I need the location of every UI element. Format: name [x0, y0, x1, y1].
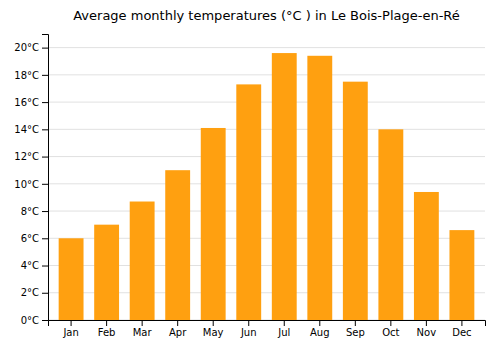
- y-tick-mark: [42, 293, 48, 294]
- bar: [59, 238, 84, 320]
- x-tick-mark: [284, 320, 285, 326]
- x-tick: Oct: [382, 320, 399, 338]
- y-tick-mark: [42, 129, 48, 130]
- y-tick: 4°C: [21, 260, 48, 271]
- x-tick-label: Feb: [98, 327, 116, 338]
- x-tick-mark: [461, 320, 462, 326]
- y-tick: 10°C: [14, 179, 48, 190]
- y-tick-mark: [42, 211, 48, 212]
- x-tick: Jan: [62, 320, 78, 338]
- y-tick: 0°C: [21, 315, 48, 326]
- y-tick: 14°C: [14, 124, 48, 135]
- bars: [59, 53, 475, 320]
- bar: [165, 170, 190, 320]
- x-axis: Jan Feb Mar Apr May Jun Jul Aug Sep Oct Nov Dec: [49, 320, 486, 338]
- y-tick-label: 0°C: [21, 315, 39, 326]
- x-tick-label: Apr: [169, 327, 187, 338]
- x-tick: Mar: [133, 320, 153, 338]
- plot: 0°C 2°C 4°C 6°C 8°C 10°C 12°C 14°C 16°C 18°C 20°C J…: [14, 35, 485, 339]
- x-tick-mark: [355, 320, 356, 326]
- x-tick-mark: [319, 320, 320, 326]
- y-axis-line: [42, 35, 49, 321]
- y-tick-label: 12°C: [14, 151, 39, 162]
- x-tick-label: Jan: [62, 327, 78, 338]
- y-tick: 16°C: [14, 97, 48, 108]
- x-tick-mark: [106, 320, 107, 326]
- x-tick-label: Sep: [346, 327, 365, 338]
- x-tick: Dec: [452, 320, 471, 338]
- grid-line: [48, 102, 485, 103]
- y-tick: 20°C: [14, 42, 48, 53]
- x-tick-label: Mar: [133, 327, 153, 338]
- x-tick-label: Dec: [452, 327, 471, 338]
- y-tick: 6°C: [21, 233, 48, 244]
- y-tick-label: 14°C: [14, 124, 39, 135]
- y-tick-mark: [42, 184, 48, 185]
- y-tick-label: 6°C: [21, 233, 39, 244]
- y-tick: 12°C: [14, 151, 48, 162]
- x-tick: May: [203, 320, 224, 338]
- bar: [130, 202, 155, 320]
- chart: 0°C 2°C 4°C 6°C 8°C 10°C 12°C 14°C 16°C 18°C 20°C J…: [0, 0, 500, 350]
- bar: [201, 128, 226, 320]
- x-tick-label: Jun: [240, 327, 257, 338]
- y-tick-mark: [42, 320, 48, 321]
- grid-line: [48, 74, 485, 75]
- x-tick: Nov: [417, 320, 437, 338]
- y-tick-mark: [42, 266, 48, 267]
- y-axis: 0°C 2°C 4°C 6°C 8°C 10°C 12°C 14°C 16°C 18°C 20°C: [14, 35, 48, 326]
- x-tick: Jun: [240, 320, 257, 338]
- x-tick-label: Nov: [417, 327, 437, 338]
- bar: [378, 129, 403, 320]
- x-tick-label: May: [203, 327, 224, 338]
- x-tick-mark: [71, 320, 72, 326]
- bar: [94, 225, 119, 320]
- x-tick-label: Aug: [310, 327, 330, 338]
- x-tick-mark: [177, 320, 178, 326]
- bar: [449, 230, 474, 320]
- y-tick-mark: [42, 238, 48, 239]
- y-tick-label: 16°C: [14, 97, 39, 108]
- bar: [343, 82, 368, 320]
- y-tick-label: 2°C: [21, 287, 39, 298]
- grid: [48, 48, 485, 320]
- bar: [307, 56, 332, 320]
- y-tick-label: 8°C: [21, 206, 39, 217]
- bar: [236, 84, 261, 320]
- y-tick: 8°C: [21, 206, 48, 217]
- y-tick-mark: [42, 75, 48, 76]
- x-tick: Sep: [346, 320, 365, 338]
- y-tick: 2°C: [21, 287, 48, 298]
- x-tick-mark: [426, 320, 427, 326]
- x-tick: Feb: [98, 320, 116, 338]
- x-tick: Apr: [169, 320, 187, 338]
- y-tick-mark: [42, 157, 48, 158]
- x-tick: Aug: [310, 320, 330, 338]
- grid-line: [48, 129, 485, 130]
- x-axis-line: [49, 321, 486, 327]
- x-tick-mark: [213, 320, 214, 326]
- title: Average monthly temperatures (°C ) in Le…: [73, 8, 460, 23]
- y-tick-label: 4°C: [21, 260, 39, 271]
- x-tick-mark: [142, 320, 143, 326]
- x-tick-label: Oct: [382, 327, 399, 338]
- x-tick: Jul: [277, 320, 290, 338]
- bar: [414, 192, 439, 320]
- bar: [272, 53, 297, 320]
- grid-line: [48, 156, 485, 157]
- x-tick-mark: [248, 320, 249, 326]
- y-tick-label: 10°C: [14, 179, 39, 190]
- y-tick-mark: [42, 48, 48, 49]
- grid-line: [48, 47, 485, 48]
- y-tick: 18°C: [14, 70, 48, 81]
- x-tick-label: Jul: [277, 327, 290, 338]
- y-tick-label: 20°C: [14, 42, 39, 53]
- y-tick-mark: [42, 102, 48, 103]
- x-tick-mark: [390, 320, 391, 326]
- grid-line: [48, 183, 485, 184]
- y-tick-label: 18°C: [14, 70, 39, 81]
